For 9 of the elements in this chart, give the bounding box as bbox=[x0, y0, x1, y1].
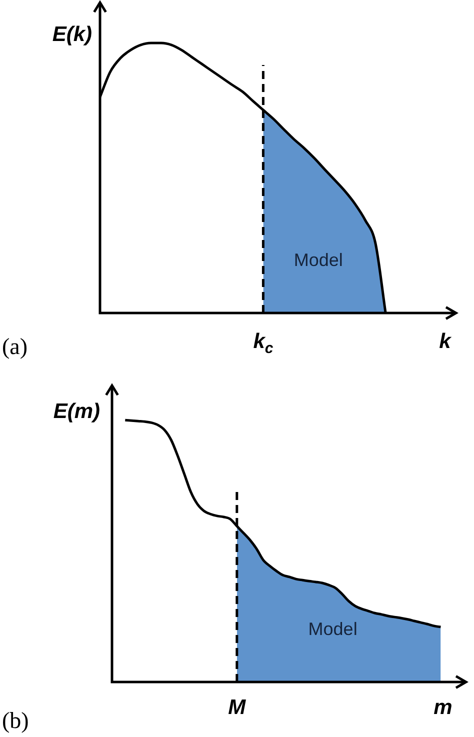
x-axis-title: m bbox=[434, 696, 452, 719]
text: (b) bbox=[2, 708, 29, 734]
series-label: Model bbox=[294, 250, 343, 270]
x-axis-title: k bbox=[439, 330, 452, 353]
y-axis-title: E(m) bbox=[53, 400, 100, 423]
text: M bbox=[228, 696, 246, 719]
series-label: Model bbox=[308, 618, 358, 639]
y-axis-title: E(k) bbox=[52, 22, 92, 46]
text: (a) bbox=[2, 334, 28, 360]
